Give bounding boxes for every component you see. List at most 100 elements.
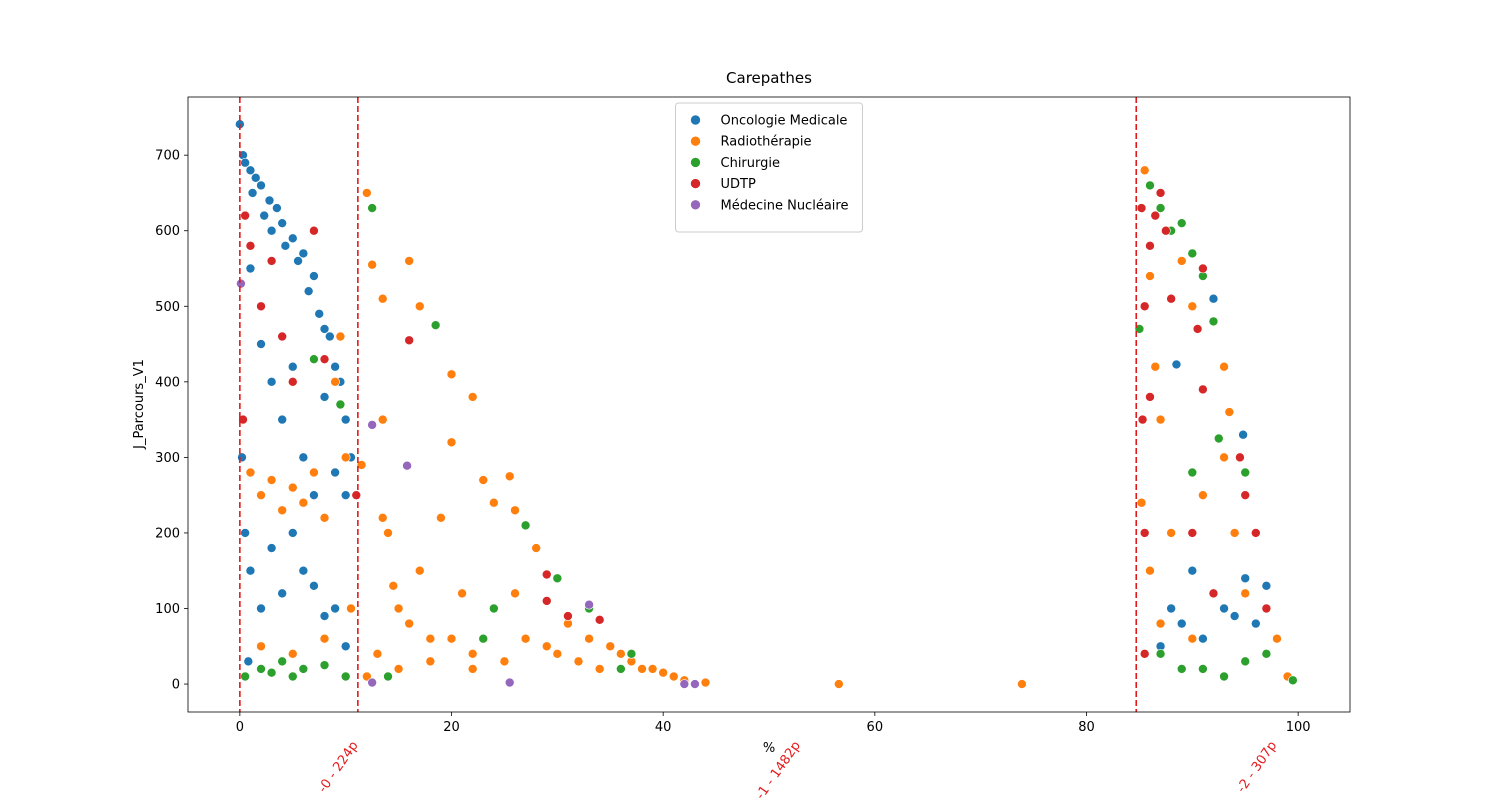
point — [340, 414, 351, 425]
point — [531, 543, 541, 553]
point — [1235, 452, 1245, 463]
point — [541, 596, 552, 606]
point — [367, 203, 377, 213]
point — [584, 633, 594, 644]
point — [834, 679, 844, 689]
point — [319, 354, 330, 364]
point — [573, 656, 584, 667]
legend-label: Oncologie Medicale — [721, 114, 848, 129]
point — [1187, 467, 1198, 478]
point — [287, 233, 298, 244]
point — [478, 475, 489, 485]
point — [520, 633, 531, 644]
point — [266, 543, 277, 553]
point — [256, 603, 266, 614]
point — [1251, 618, 1261, 629]
point — [1238, 429, 1248, 440]
point — [541, 641, 552, 652]
x-tick-label: 20 — [443, 720, 460, 735]
point — [298, 452, 309, 463]
point — [272, 203, 282, 213]
point — [256, 490, 266, 500]
point — [605, 641, 616, 652]
point — [563, 611, 573, 621]
point — [393, 664, 404, 674]
point — [1017, 679, 1027, 689]
point — [504, 471, 515, 482]
x-tick-label: 40 — [655, 720, 672, 735]
point — [309, 225, 319, 236]
point — [367, 420, 377, 430]
y-tick-label: 600 — [155, 224, 180, 239]
point — [298, 248, 309, 259]
point — [1213, 433, 1224, 444]
point — [1176, 218, 1187, 228]
point — [1139, 649, 1150, 659]
point — [256, 664, 266, 674]
point — [247, 188, 258, 198]
point — [1187, 565, 1198, 576]
point — [256, 180, 266, 191]
point — [340, 641, 351, 652]
point — [1166, 293, 1176, 304]
point — [256, 641, 266, 652]
point — [330, 377, 340, 387]
point — [425, 633, 436, 644]
point — [1208, 293, 1219, 304]
point — [1240, 656, 1251, 667]
point — [287, 377, 298, 387]
point — [404, 256, 414, 266]
point — [259, 210, 269, 221]
point — [393, 603, 404, 614]
point — [1150, 210, 1161, 221]
point — [362, 671, 372, 682]
point — [266, 475, 277, 485]
point — [256, 339, 266, 349]
y-tick-label: 0 — [172, 678, 180, 693]
point — [277, 505, 287, 516]
point — [679, 679, 690, 689]
point — [552, 573, 563, 584]
point — [430, 320, 441, 330]
point — [1251, 528, 1261, 538]
point — [1198, 384, 1208, 395]
legend-marker — [690, 135, 701, 147]
point — [238, 414, 248, 425]
point — [280, 241, 291, 251]
point — [504, 677, 515, 688]
point — [414, 565, 425, 576]
y-axis-label: J_Parcours_V1 — [132, 359, 147, 450]
point — [1145, 392, 1155, 402]
point — [245, 165, 256, 176]
point — [245, 565, 256, 576]
point — [552, 649, 563, 659]
point — [287, 528, 298, 538]
point — [1219, 361, 1229, 372]
point — [404, 618, 414, 629]
point — [1171, 359, 1182, 370]
point — [489, 603, 499, 614]
point — [319, 660, 330, 670]
point — [362, 188, 372, 198]
point — [1219, 603, 1229, 614]
point — [1139, 301, 1150, 312]
point — [1187, 528, 1198, 538]
x-tick-label: 60 — [867, 720, 884, 735]
legend-box — [675, 102, 863, 233]
point — [356, 460, 367, 470]
point — [520, 520, 531, 531]
point — [1229, 611, 1240, 621]
point — [446, 369, 457, 380]
point — [309, 354, 319, 364]
legend-marker — [690, 199, 701, 211]
point — [1176, 664, 1187, 674]
point — [1161, 225, 1171, 236]
point — [1155, 618, 1166, 629]
point — [319, 392, 330, 402]
point — [243, 656, 254, 667]
legend-marker — [690, 114, 701, 126]
point — [1240, 467, 1251, 478]
point — [1219, 452, 1229, 463]
points — [235, 119, 1298, 689]
